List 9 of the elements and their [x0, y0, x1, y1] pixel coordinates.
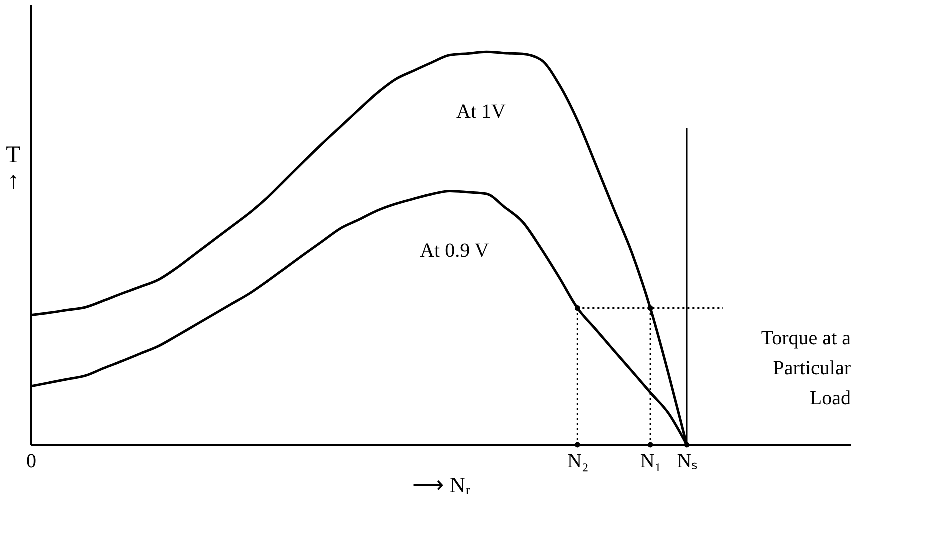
x-tick-label: N₁ — [640, 450, 662, 472]
y-axis-title: T ↑ — [6, 142, 22, 194]
ref-line-label: Torque at a Particular Load — [761, 327, 852, 410]
annotation: At 0.9 V — [420, 240, 490, 262]
x-tick-label: Nₛ — [677, 450, 698, 472]
x-axis-title: ⟶ Nᵣ — [412, 472, 471, 498]
annotation: At 1V — [456, 101, 507, 124]
x-tick-label: N₂ — [567, 450, 589, 472]
x-tick-label: 0 — [26, 450, 36, 472]
